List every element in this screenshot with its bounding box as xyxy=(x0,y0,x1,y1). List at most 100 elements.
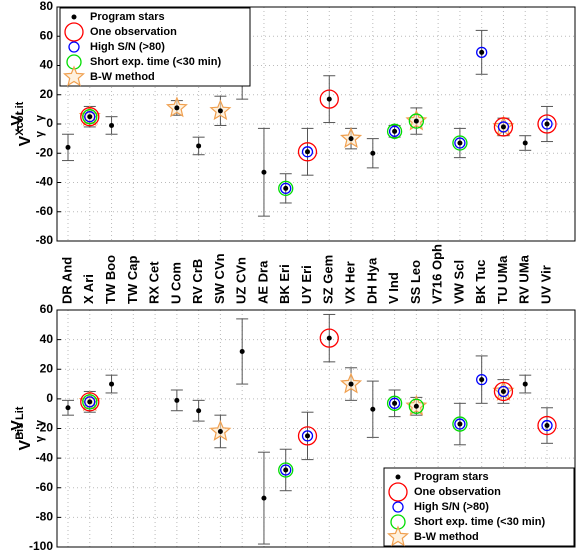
data-point xyxy=(413,403,419,409)
legend-label: B-W method xyxy=(414,531,479,543)
data-point xyxy=(326,96,332,102)
y-tick-label: -40 xyxy=(36,175,54,189)
circle-marker xyxy=(297,142,318,162)
x-tick-label: UY Eri xyxy=(299,265,314,304)
y-tick-label: -20 xyxy=(36,145,54,159)
data-point xyxy=(196,143,202,149)
circle-marker xyxy=(301,146,314,158)
data-point xyxy=(348,136,354,142)
data-point xyxy=(87,114,93,120)
y-tick-label: -100 xyxy=(29,539,53,553)
y-axis-label-part: γ xyxy=(34,130,46,137)
circle-marker xyxy=(82,109,98,125)
circle-marker xyxy=(388,397,401,409)
circle-marker xyxy=(541,419,553,432)
x-tick-label: TW Cap xyxy=(125,256,140,304)
circle-marker xyxy=(476,46,488,58)
circle-marker xyxy=(452,416,468,432)
data-point xyxy=(109,381,115,387)
legend-label: High S/N (>80) xyxy=(414,501,489,513)
y-tick-label: -80 xyxy=(36,510,54,524)
data-point xyxy=(479,377,485,383)
legend-label: B-W method xyxy=(90,71,155,83)
x-tick-label: TW Boo xyxy=(103,255,118,304)
x-tick-label: SW CVn xyxy=(212,253,227,304)
data-point xyxy=(283,467,289,473)
circle-marker xyxy=(386,123,403,139)
y-tick-label: -60 xyxy=(36,204,54,218)
circle-marker xyxy=(386,395,403,411)
data-point xyxy=(65,144,71,150)
x-tick-label: BK Tuc xyxy=(473,259,488,304)
y-axis-label-part: V xyxy=(17,135,34,146)
data-point xyxy=(392,128,398,134)
circle-marker xyxy=(280,464,292,476)
x-tick-label: VX Her xyxy=(342,261,357,304)
circle-marker xyxy=(80,392,100,412)
x-tick-label: DR And xyxy=(59,257,74,304)
circle-marker xyxy=(84,396,96,408)
data-point xyxy=(65,405,71,411)
plot-frame xyxy=(56,309,576,548)
circle-marker xyxy=(84,111,96,123)
y-axis-label-part: γ xyxy=(34,114,46,121)
circle-marker xyxy=(408,113,425,129)
data-point xyxy=(413,118,419,124)
x-tick-label: RX Cet xyxy=(147,261,162,304)
y-tick-label: 20 xyxy=(40,361,54,375)
data-point xyxy=(326,335,332,341)
data-point xyxy=(109,122,115,128)
y-tick-label: -20 xyxy=(36,421,54,435)
circle-marker xyxy=(452,135,468,151)
circle-marker xyxy=(454,137,466,149)
x-tick-label: BK Eri xyxy=(277,264,292,304)
y-tick-label: 0 xyxy=(46,391,53,405)
legend-label: Short exp. time (<30 min) xyxy=(414,516,545,528)
star-marker xyxy=(387,525,409,547)
data-point xyxy=(544,121,550,127)
legend-marker xyxy=(395,474,401,480)
x-tick-label: DH Hya xyxy=(364,257,379,304)
data-point xyxy=(283,185,289,191)
legend-label: One observation xyxy=(414,486,501,498)
data-point xyxy=(500,388,506,394)
y-tick-label: 40 xyxy=(40,58,54,72)
x-tick-label: U Com xyxy=(168,262,183,304)
legend-label: Program stars xyxy=(414,471,489,483)
data-point xyxy=(457,421,463,427)
data-point xyxy=(500,124,506,130)
circle-marker xyxy=(80,107,100,127)
y-axis-label-part: V xyxy=(17,439,34,450)
y-axis-label-part: γ xyxy=(34,419,46,426)
circle-marker xyxy=(297,426,318,446)
circle-marker xyxy=(319,89,339,109)
data-point xyxy=(217,108,223,114)
data-point xyxy=(370,150,376,156)
x-tick-label: V Ind xyxy=(386,272,401,304)
circle-marker xyxy=(493,381,514,402)
x-tick-label: RV UMa xyxy=(517,254,532,304)
y-axis-label: VBis γ -VLit γ xyxy=(9,406,46,450)
legend-label: Program stars xyxy=(90,11,165,23)
circle-marker xyxy=(408,398,425,414)
y-axis-label-part: -V xyxy=(9,420,26,436)
data-point xyxy=(174,105,180,111)
circle-marker xyxy=(82,394,98,410)
y-tick-label: 60 xyxy=(40,28,54,42)
y-axis-label-part: Xcor xyxy=(14,111,26,136)
x-tick-label: UZ CVn xyxy=(234,257,249,304)
x-tick-label: V716 Oph xyxy=(430,244,445,304)
circle-marker xyxy=(388,482,408,502)
y-axis-label-part: Lit xyxy=(14,406,26,420)
circle-marker xyxy=(476,373,488,386)
y-axis-label-part: Bis xyxy=(14,423,26,440)
data-point xyxy=(305,149,310,155)
circle-marker xyxy=(68,41,80,53)
y-tick-label: 60 xyxy=(40,302,54,316)
x-tick-label: VW Scl xyxy=(451,260,466,304)
circle-marker xyxy=(278,180,294,197)
circle-marker xyxy=(493,117,514,137)
y-tick-label: -80 xyxy=(36,233,54,247)
data-point xyxy=(305,433,310,439)
